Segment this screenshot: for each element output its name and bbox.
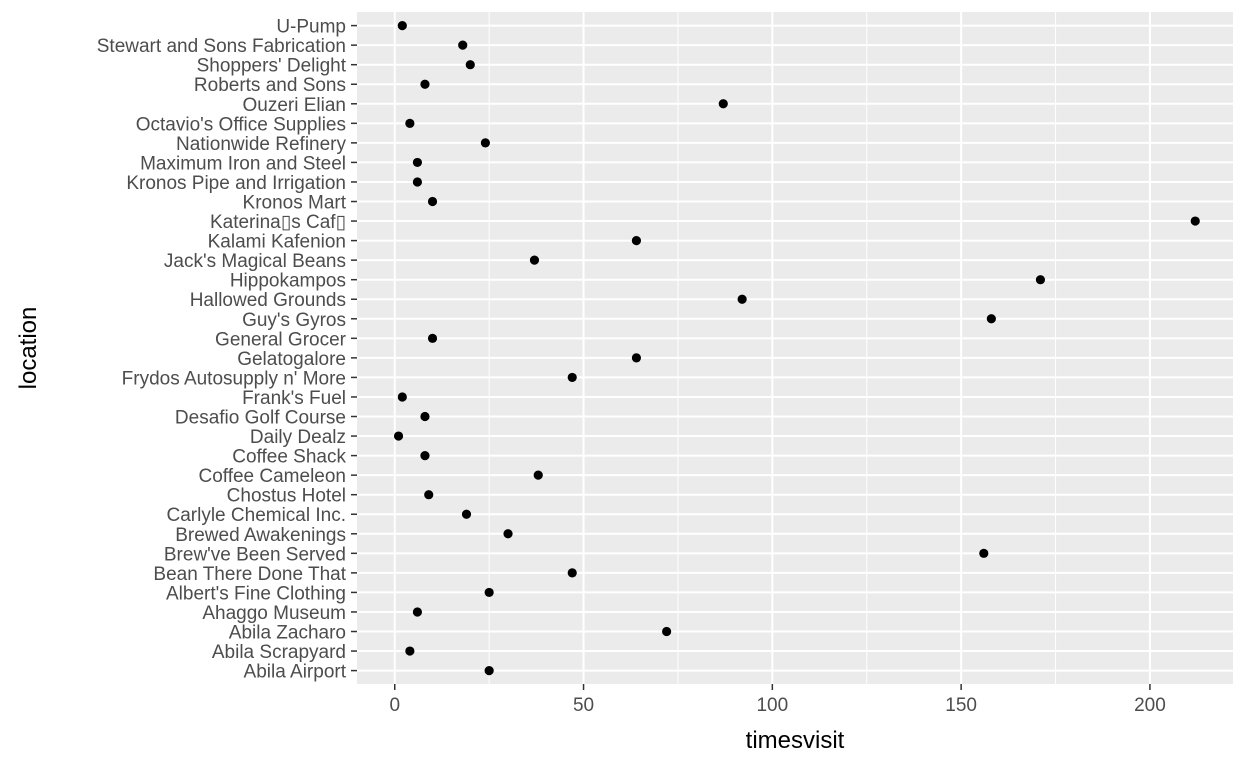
data-point bbox=[533, 470, 543, 480]
data-point bbox=[484, 666, 494, 676]
data-point bbox=[412, 157, 423, 168]
y-tick-label: Coffee Shack bbox=[232, 447, 346, 468]
data-point bbox=[393, 431, 404, 441]
y-tick-label: Albert's Fine Clothing bbox=[166, 583, 346, 604]
data-point bbox=[1035, 275, 1046, 285]
data-point bbox=[631, 353, 642, 363]
x-tick-label: 50 bbox=[573, 695, 594, 716]
data-point bbox=[662, 626, 672, 637]
data-point bbox=[1190, 216, 1200, 226]
y-tick-label: Shoppers' Delight bbox=[197, 56, 347, 77]
y-tick-label: Bean There Done That bbox=[153, 564, 346, 585]
data-points bbox=[393, 21, 1200, 676]
y-tick-label: Hallowed Grounds bbox=[190, 290, 346, 311]
data-point bbox=[397, 21, 407, 31]
y-tick-label: Kronos Mart bbox=[243, 193, 347, 214]
data-point bbox=[424, 490, 434, 500]
y-tick-label: Guy's Gyros bbox=[242, 310, 346, 331]
data-point bbox=[412, 607, 423, 617]
data-point bbox=[412, 177, 423, 187]
plot-panel bbox=[357, 12, 1233, 684]
data-point bbox=[420, 79, 430, 89]
y-tick-label: Chostus Hotel bbox=[227, 486, 346, 507]
y-tick-label: Nationwide Refinery bbox=[176, 134, 347, 155]
y-tick-label: Brewed Awakenings bbox=[175, 525, 346, 546]
data-point bbox=[427, 196, 438, 207]
data-point bbox=[737, 294, 747, 304]
y-tick-label: Abila Airport bbox=[244, 662, 347, 683]
y-tick-label: Kalami Kafenion bbox=[208, 232, 346, 253]
data-point bbox=[397, 392, 407, 402]
x-axis: 0 50 100 150 200 bbox=[389, 684, 1166, 716]
data-point bbox=[503, 529, 513, 539]
y-tick-label: Roberts and Sons bbox=[194, 75, 346, 96]
y-tick-label: Octavio's Office Supplies bbox=[136, 114, 346, 135]
data-point bbox=[458, 40, 468, 50]
y-tick-label: Kronos Pipe and Irrigation bbox=[126, 173, 346, 194]
data-point bbox=[461, 509, 472, 519]
data-point bbox=[567, 372, 577, 383]
y-tick-label: Gelatogalore bbox=[237, 349, 346, 370]
x-tick-label: 0 bbox=[389, 695, 400, 716]
data-point bbox=[718, 99, 728, 109]
y-tick-label: Ouzeri Elian bbox=[243, 95, 347, 116]
data-point bbox=[631, 236, 642, 246]
y-tick-label: Maximum Iron and Steel bbox=[140, 153, 346, 174]
y-tick-label: Daily Dealz bbox=[250, 427, 346, 448]
x-tick-label: 150 bbox=[945, 695, 977, 716]
y-tick-label: Brew've Been Served bbox=[164, 544, 346, 565]
y-tick-label: Katerina▯s Caf▯ bbox=[210, 212, 346, 233]
data-point bbox=[405, 646, 415, 656]
data-point bbox=[420, 411, 430, 422]
y-axis-title: location bbox=[15, 307, 42, 390]
data-point bbox=[465, 60, 475, 70]
y-tick-label: Carlyle Chemical Inc. bbox=[167, 505, 347, 526]
data-point bbox=[529, 255, 540, 265]
y-tick-label: Desafio Golf Course bbox=[175, 408, 346, 429]
data-point bbox=[979, 548, 989, 558]
data-point bbox=[986, 314, 996, 324]
data-point bbox=[427, 333, 438, 343]
data-point bbox=[420, 451, 430, 461]
data-point bbox=[405, 118, 415, 128]
y-tick-label: General Grocer bbox=[215, 329, 347, 350]
x-tick-label: 200 bbox=[1134, 695, 1166, 716]
y-tick-label: Jack's Magical Beans bbox=[164, 251, 346, 272]
data-point bbox=[567, 568, 577, 578]
data-point bbox=[484, 587, 494, 598]
y-tick-label: U-Pump bbox=[276, 17, 346, 38]
major-gridlines bbox=[357, 12, 1233, 684]
y-tick-label: Frank's Fuel bbox=[242, 388, 346, 409]
y-tick-label: Abila Zacharo bbox=[229, 623, 346, 644]
y-tick-label: Coffee Cameleon bbox=[198, 466, 346, 487]
x-axis-title: timesvisit bbox=[746, 727, 845, 754]
x-tick-label: 100 bbox=[756, 695, 788, 716]
data-point bbox=[480, 138, 490, 148]
y-tick-label: Hippokampos bbox=[230, 271, 346, 292]
y-tick-label: Abila Scrapyard bbox=[212, 642, 346, 663]
y-tick-label: Frydos Autosupply n' More bbox=[122, 368, 346, 389]
y-tick-label: Ahaggo Museum bbox=[202, 603, 346, 624]
y-tick-label: Stewart and Sons Fabrication bbox=[97, 36, 346, 57]
